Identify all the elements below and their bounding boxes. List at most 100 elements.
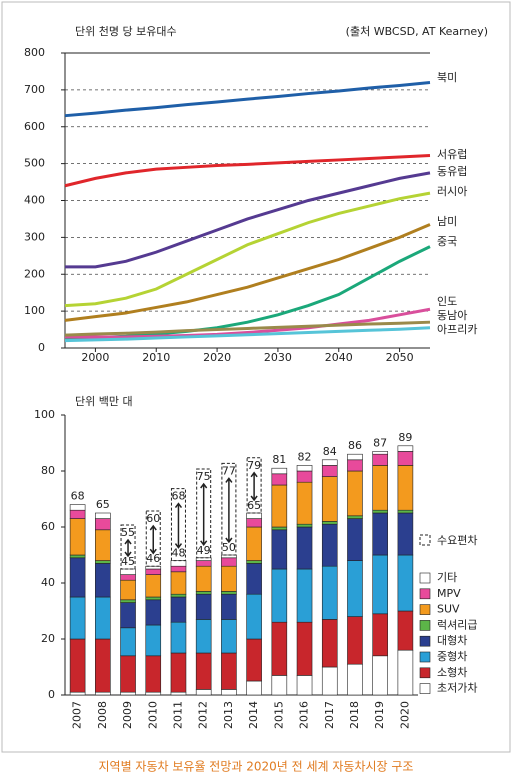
frame (1, 1, 511, 753)
bar-segment (120, 691, 136, 696)
legend-label: 럭셔리급 (437, 618, 477, 631)
bar-segment (321, 523, 338, 567)
bar-segment (296, 523, 313, 528)
series-label: 러시아 (437, 185, 467, 198)
total-label: 89 (398, 431, 412, 444)
x-tick-label: 2018 (348, 701, 361, 729)
bar-segment (296, 621, 313, 676)
bar-segment (145, 624, 162, 657)
bar-segment (170, 652, 187, 693)
deviation-box (170, 488, 186, 562)
bar-segment (321, 521, 338, 525)
bar-segment (69, 557, 86, 598)
bar-segment (195, 619, 212, 654)
bar-segment (195, 593, 212, 620)
total-label: 81 (272, 453, 286, 466)
legend-label: 수요편차 (437, 534, 477, 547)
bar-segment (145, 655, 162, 693)
deviation-low-label: 46 (146, 552, 160, 565)
deviation-low-label: 45 (121, 555, 135, 568)
x-tick-label: 2009 (121, 701, 134, 729)
legend-swatch (419, 572, 431, 584)
bar-segment (145, 691, 162, 696)
line (64, 320, 431, 337)
bar-segment (296, 470, 313, 483)
bar-segment (271, 675, 288, 696)
bar-segment (95, 691, 111, 696)
bar-segment (397, 512, 414, 556)
bar-segment (321, 459, 338, 466)
total-label: 84 (323, 445, 337, 458)
bar-segment (145, 574, 162, 598)
bar-segment (372, 554, 388, 615)
legend-label: 초저가차 (437, 682, 477, 695)
legend-swatch (419, 651, 431, 663)
y-tick-label: 40 (41, 576, 55, 589)
line (65, 171, 431, 269)
x-tick-label: 2017 (323, 701, 336, 729)
bar-segment (221, 591, 237, 595)
bar-segment (246, 680, 262, 696)
bar-segment (95, 563, 111, 598)
bar-segment (246, 518, 262, 528)
y-tick-label: 80 (41, 464, 55, 477)
x-tick-label: 2010 (142, 351, 170, 364)
bar-segment (221, 557, 237, 567)
series-label: 북미 (437, 71, 457, 84)
bar-segment (120, 627, 136, 657)
bar-segment (271, 484, 288, 528)
x-tick-label: 2014 (247, 701, 260, 729)
x-tick-label: 2012 (197, 701, 210, 729)
legend-swatch (419, 620, 431, 631)
bar-segment (246, 512, 262, 519)
legend-swatch (419, 683, 431, 694)
line (64, 81, 431, 118)
bar-segment (372, 465, 388, 511)
bar-segment (271, 568, 288, 623)
y-tick-label: 700 (24, 83, 45, 96)
bar-segment (69, 504, 86, 511)
bar-segment (120, 602, 136, 629)
total-label: 87 (373, 436, 387, 449)
y-tick-label: 200 (24, 267, 45, 280)
x-tick-label: 2020 (203, 351, 231, 364)
bar-segment (69, 509, 86, 519)
bar-segment (246, 593, 262, 640)
source: (출처 WBCSD, AT Kearney) (346, 25, 488, 38)
bar-segment (296, 481, 313, 525)
line (65, 307, 431, 339)
bar-segment (170, 571, 187, 595)
y-tick-label: 0 (48, 688, 55, 701)
axis (64, 52, 430, 349)
bar-segment (120, 568, 136, 575)
line (64, 326, 431, 343)
deviation-box (246, 457, 262, 514)
bar-segment (347, 470, 363, 517)
bar-segment (372, 453, 388, 466)
bar-segment (170, 565, 187, 573)
bar-segment (271, 526, 288, 531)
x-tick-label: 2040 (325, 351, 353, 364)
bar-segment (296, 465, 313, 472)
deviation-arrow (225, 477, 233, 544)
legend-label: SUV (437, 603, 460, 616)
bar-segment (95, 560, 111, 564)
deviation-high-label: 75 (197, 470, 211, 483)
y-tick-label: 600 (24, 120, 45, 133)
bar-segment (145, 599, 162, 626)
legend-swatch (419, 667, 431, 679)
x-tick-label: 2000 (81, 351, 109, 364)
y-tick-label: 100 (34, 408, 55, 421)
bar-segment (246, 563, 262, 595)
deviation-low-label: 48 (171, 547, 185, 560)
bar-segment (271, 473, 288, 486)
total-label: 65 (96, 498, 110, 511)
deviation-arrow (149, 524, 157, 555)
x-tick-label: 2008 (96, 701, 109, 729)
bar-segment (347, 453, 363, 461)
deviation-high-label: 68 (171, 490, 185, 503)
bar-segment (170, 691, 187, 696)
deviation-box (196, 468, 212, 559)
